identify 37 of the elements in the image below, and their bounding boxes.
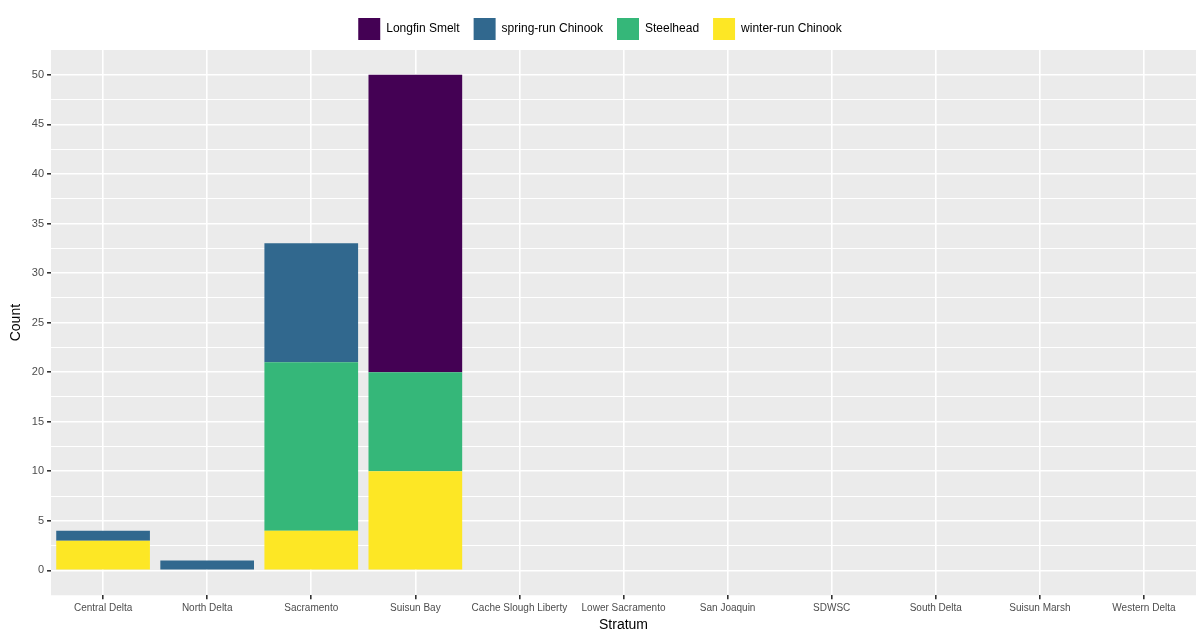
y-tick-label: 35 [31,216,45,229]
y-axis-title: Count [7,303,24,342]
x-tick-label: South Delta [909,601,963,613]
bar [368,74,463,373]
y-tick-label: 45 [31,117,45,130]
bar [160,560,255,570]
bar [368,471,463,570]
x-tick-label: SDWSC [813,601,851,613]
y-tick-label: 40 [31,166,45,179]
x-tick-label: Suisun Bay [390,601,441,613]
x-tick-label: Sacramento [284,601,339,613]
y-tick-label: 15 [31,414,45,427]
y-tick-label: 50 [31,67,45,80]
x-tick-label: Suisun Marsh [1009,601,1071,613]
x-tick-label: North Delta [181,601,233,613]
y-tick-label: 30 [31,266,45,279]
bar [264,530,359,570]
x-axis-title: Stratum [599,616,649,633]
bar [264,362,359,531]
bar [368,372,463,472]
bar [56,540,150,570]
legend-label: spring-run Chinook [501,21,604,36]
x-tick-label: Lower Sacramento [581,601,666,613]
legend-label: winter-run Chinook [740,21,843,36]
x-tick-label: Cache Slough Liberty [471,601,568,613]
y-tick-label: 25 [31,315,45,328]
bar [56,530,150,541]
x-tick-label: San Joaquin [699,601,756,613]
legend-label: Steelhead [645,21,700,36]
y-tick-label: 0 [37,563,45,576]
y-tick-label: 5 [37,513,45,526]
y-tick-label: 10 [31,464,45,477]
x-tick-label: Western Delta [1112,601,1176,613]
y-tick-label: 20 [31,365,45,378]
legend-label: Longfin Smelt [386,21,461,36]
x-tick-label: Central Delta [73,601,133,613]
bar [264,243,359,363]
